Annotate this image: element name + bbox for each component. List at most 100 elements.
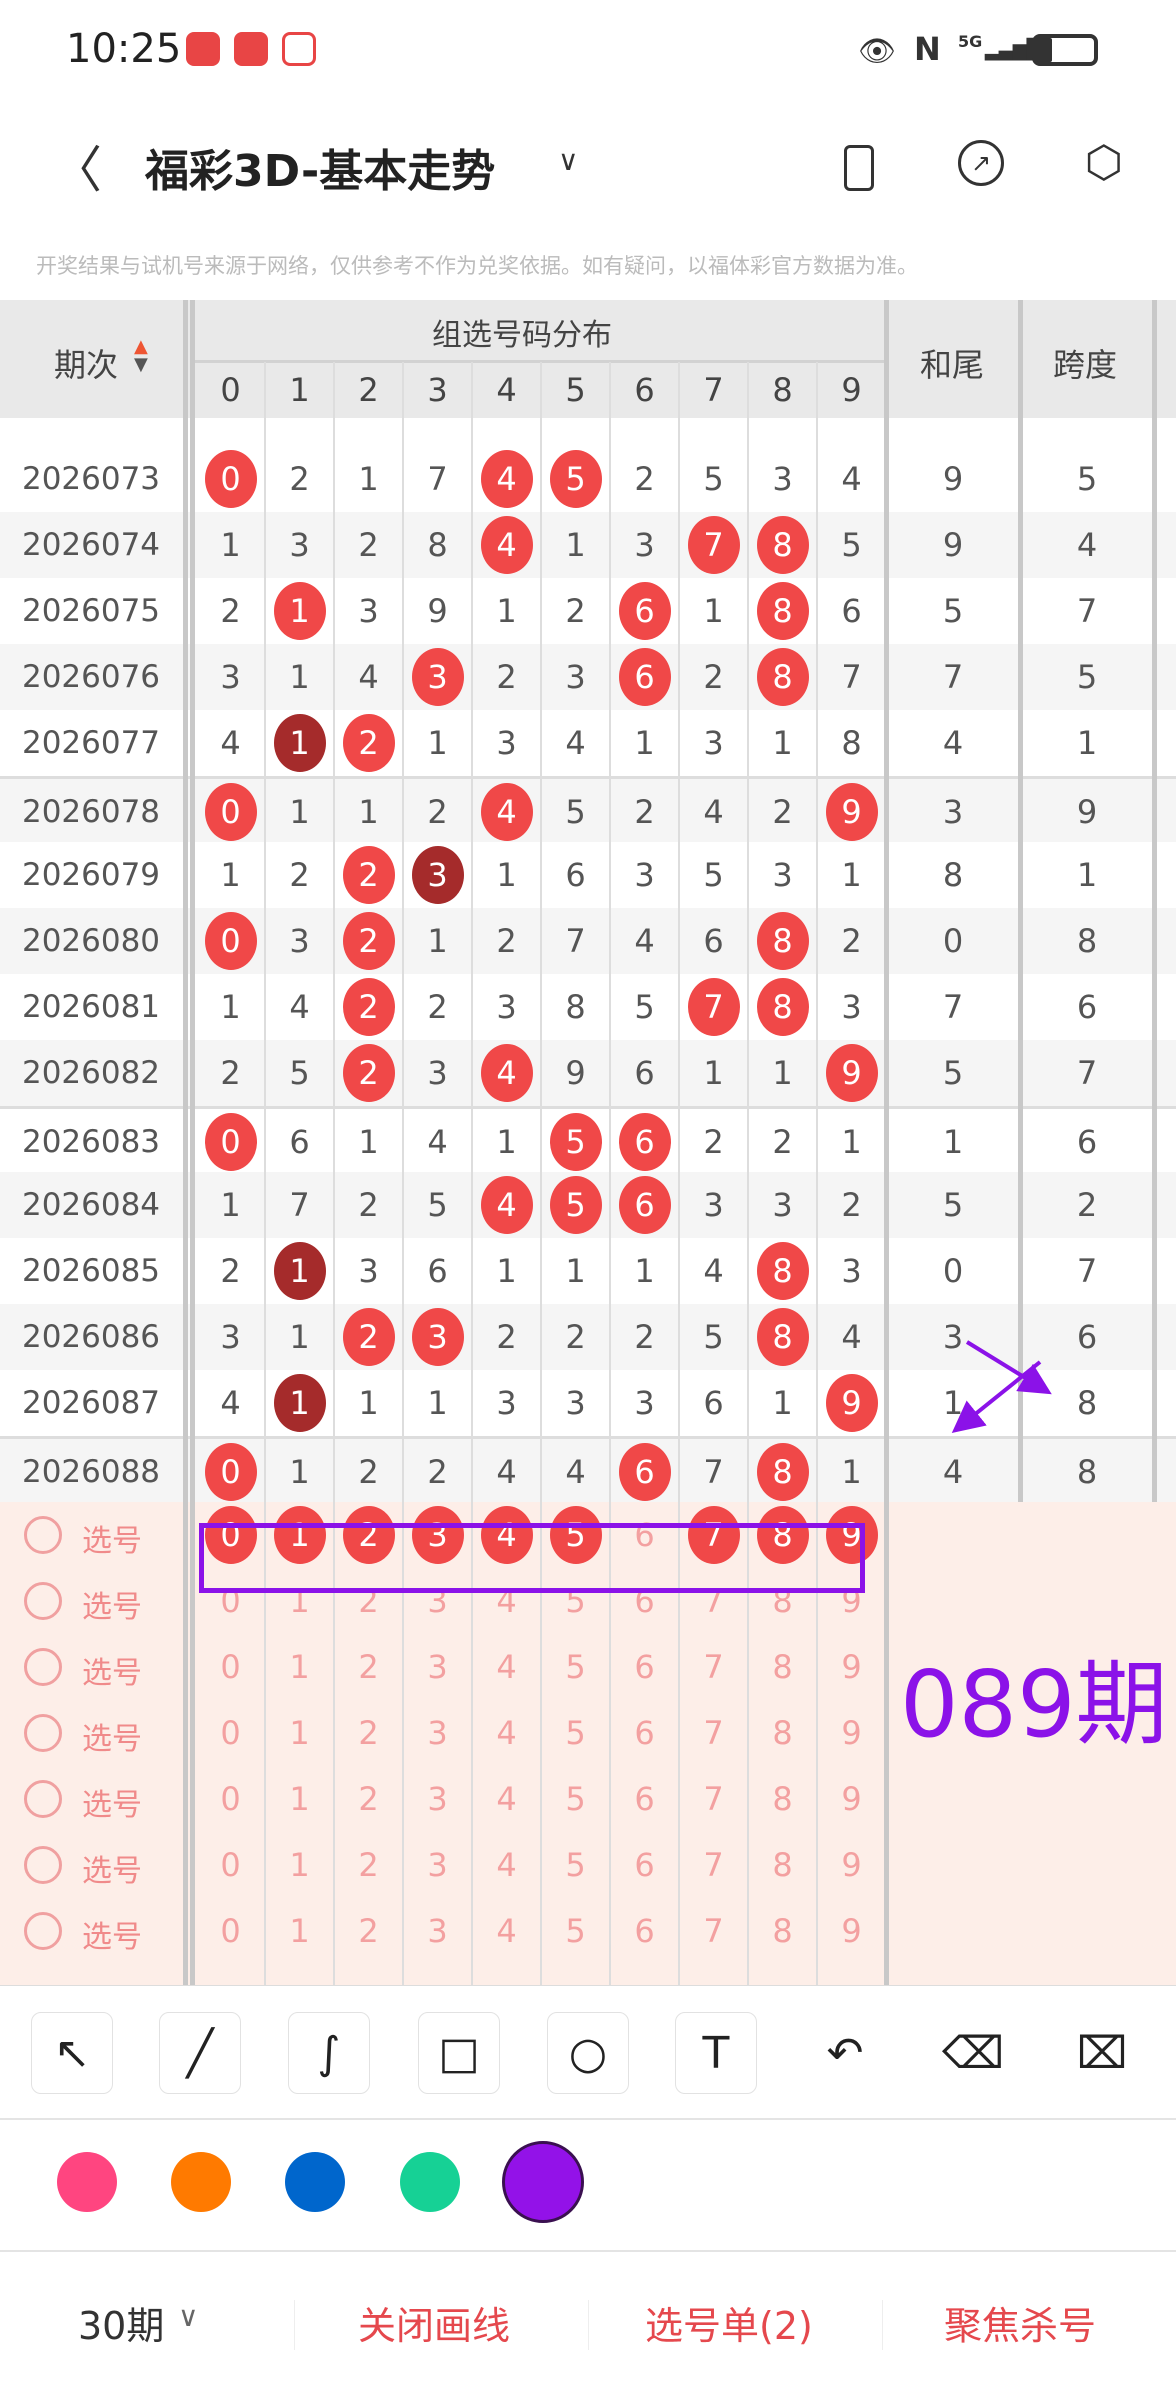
picker-digit[interactable]: 5 [541, 1634, 610, 1700]
eraser-tool-button[interactable]: ⌫ [932, 2012, 1014, 2094]
picker-digit[interactable]: 0 [196, 1700, 265, 1766]
share-icon[interactable]: ↗ [958, 140, 1004, 186]
picker-digit[interactable]: 0 [196, 1634, 265, 1700]
radio-circle-icon[interactable] [24, 1582, 62, 1620]
picker-digit[interactable]: 6 [610, 1898, 679, 1964]
radio-circle-icon[interactable] [24, 1780, 62, 1818]
picker-digit[interactable]: 8 [748, 1766, 817, 1832]
picker-digit[interactable]: 3 [403, 1634, 472, 1700]
period-header[interactable]: 期次 [54, 346, 119, 384]
picker-digit[interactable]: 6 [610, 1700, 679, 1766]
rectangle-tool-button[interactable]: □ [418, 2012, 500, 2094]
digit-cell: 3 [196, 644, 265, 710]
picker-digit[interactable]: 5 [541, 1832, 610, 1898]
annotation-rectangle[interactable] [199, 1523, 865, 1593]
picker-label[interactable]: 选号 [82, 1920, 142, 1955]
picker-digit[interactable]: 9 [817, 1700, 886, 1766]
picker-digit[interactable]: 9 [817, 1634, 886, 1700]
color-swatch[interactable] [502, 2141, 584, 2223]
picker-digit[interactable]: 8 [748, 1634, 817, 1700]
picker-digit[interactable]: 3 [403, 1766, 472, 1832]
annotation-text[interactable]: 089期 [900, 1651, 1168, 1758]
digit-value: 3 [772, 460, 793, 498]
picker-digit[interactable]: 2 [334, 1634, 403, 1700]
picker-digit[interactable]: 8 [748, 1700, 817, 1766]
picker-digit[interactable]: 7 [679, 1898, 748, 1964]
picker-digit[interactable]: 7 [679, 1832, 748, 1898]
picker-digit[interactable]: 6 [610, 1766, 679, 1832]
chevron-down-icon[interactable]: ∨ [178, 2300, 199, 2333]
picker-digit[interactable]: 2 [334, 1898, 403, 1964]
arrow-tool-button[interactable]: ↖ [31, 2012, 113, 2094]
picker-digit[interactable]: 5 [541, 1766, 610, 1832]
trend-table[interactable]: 2026073 0 2 1 7 4 5 2 5 3 4 9 5 2026074 1 3 2 8 4 1 3 7 8 5 9 4 20… [0, 300, 1176, 1985]
picker-digit[interactable]: 3 [403, 1898, 472, 1964]
radio-circle-icon[interactable] [24, 1648, 62, 1686]
layout-switch-icon[interactable] [844, 145, 874, 191]
color-swatch[interactable] [285, 2152, 345, 2212]
picker-label[interactable]: 选号 [82, 1590, 142, 1625]
picker-label[interactable]: 选号 [82, 1788, 142, 1823]
circle-tool-button[interactable]: ○ [547, 2012, 629, 2094]
picker-digit[interactable]: 6 [610, 1634, 679, 1700]
picker-digit[interactable]: 9 [817, 1898, 886, 1964]
picker-label[interactable]: 选号 [82, 1656, 142, 1691]
picker-digit[interactable]: 4 [472, 1634, 541, 1700]
picker-digit[interactable]: 5 [541, 1502, 610, 1568]
picker-label[interactable]: 选号 [82, 1722, 142, 1757]
picker-digit[interactable]: 4 [472, 1766, 541, 1832]
digit-cell: 0 [196, 1439, 265, 1505]
radio-circle-icon[interactable] [24, 1846, 62, 1884]
picker-digit[interactable]: 7 [679, 1634, 748, 1700]
freehand-tool-button[interactable]: ∫ [288, 2012, 370, 2094]
picker-digit[interactable]: 8 [748, 1832, 817, 1898]
back-icon[interactable]: 〈 [52, 141, 102, 199]
picker-digit[interactable]: 2 [334, 1766, 403, 1832]
pick-list-button[interactable]: 选号单(2) [645, 2304, 813, 2348]
picker-digit[interactable]: 1 [265, 1700, 334, 1766]
picker-digit[interactable]: 7 [679, 1700, 748, 1766]
picker-digit[interactable]: 6 [610, 1832, 679, 1898]
radio-circle-icon[interactable] [24, 1912, 62, 1950]
picker-digit[interactable]: 9 [817, 1832, 886, 1898]
picker-label[interactable]: 选号 [82, 1854, 142, 1889]
picker-digit[interactable]: 5 [541, 1700, 610, 1766]
picker-digit[interactable]: 3 [403, 1832, 472, 1898]
column-divider [471, 362, 473, 1985]
clear-tool-button[interactable]: ⌧ [1061, 2012, 1143, 2094]
picker-digit[interactable]: 4 [472, 1832, 541, 1898]
picker-digit[interactable]: 1 [265, 1766, 334, 1832]
picker-digit[interactable]: 2 [334, 1700, 403, 1766]
sort-icon[interactable]: ▲ ▼ [134, 336, 148, 375]
picker-label[interactable]: 选号 [82, 1524, 142, 1559]
picker-digit[interactable]: 3 [403, 1700, 472, 1766]
focus-kill-button[interactable]: 聚焦杀号 [944, 2304, 1097, 2348]
picker-digit[interactable]: 1 [265, 1898, 334, 1964]
chevron-down-icon[interactable]: ∨ [558, 144, 579, 177]
close-draw-button[interactable]: 关闭画线 [358, 2304, 511, 2348]
color-swatch[interactable] [171, 2152, 231, 2212]
picker-digit[interactable]: 8 [748, 1898, 817, 1964]
picker-digit[interactable]: 4 [472, 1700, 541, 1766]
picker-digit[interactable]: 4 [472, 1898, 541, 1964]
color-swatch[interactable] [57, 2152, 117, 2212]
picker-digit[interactable]: 7 [679, 1766, 748, 1832]
picker-digit[interactable]: 1 [265, 1832, 334, 1898]
radio-circle-icon[interactable] [24, 1714, 62, 1752]
settings-icon[interactable]: ⬡ [1084, 137, 1124, 188]
digit-value: 3 [634, 1384, 655, 1422]
picker-digit[interactable]: 0 [196, 1832, 265, 1898]
undo-tool-button[interactable]: ↶ [804, 2012, 886, 2094]
picker-digit[interactable]: 0 [196, 1766, 265, 1832]
period-select[interactable]: 30期 [78, 2304, 165, 2348]
page-title[interactable]: 福彩3D-基本走势 [145, 146, 496, 197]
radio-circle-icon[interactable] [24, 1516, 62, 1554]
picker-digit[interactable]: 1 [265, 1634, 334, 1700]
picker-digit[interactable]: 0 [196, 1898, 265, 1964]
picker-digit[interactable]: 9 [817, 1766, 886, 1832]
line-tool-button[interactable]: ╱ [159, 2012, 241, 2094]
color-swatch[interactable] [400, 2152, 460, 2212]
text-tool-button[interactable]: T [675, 2012, 757, 2094]
picker-digit[interactable]: 5 [541, 1898, 610, 1964]
picker-digit[interactable]: 2 [334, 1832, 403, 1898]
